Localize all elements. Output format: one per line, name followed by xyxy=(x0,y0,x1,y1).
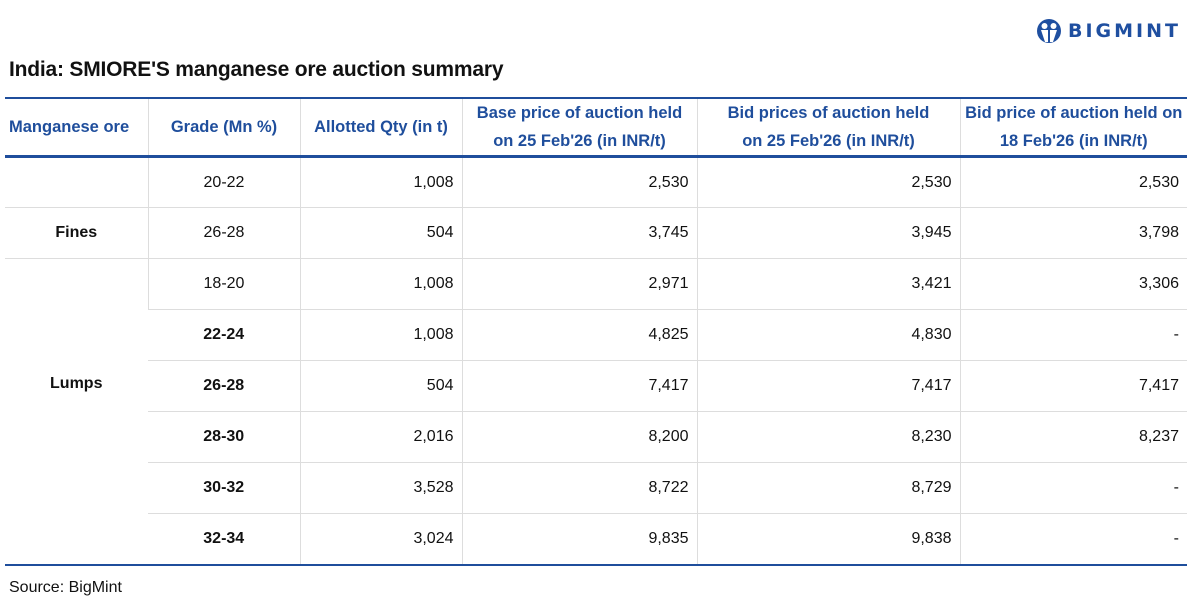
qty-cell: 504 xyxy=(299,207,462,259)
base-cell: 2,530 xyxy=(461,156,697,208)
table-row: 20-22 1,008 2,530 2,530 2,530 xyxy=(5,156,1187,208)
logo-text: BIGMINT xyxy=(1068,20,1181,42)
table-row: Lumps 18-20 1,008 2,971 3,421 3,306 xyxy=(5,258,1187,565)
header-bid-18feb: Bid price of auction held on 18 Feb'26 (… xyxy=(959,98,1187,157)
ore-type-cell: Lumps xyxy=(5,258,148,565)
table-row: 22-24 1,008 4,825 4,830- xyxy=(5,309,1187,361)
base-cell: 7,417 xyxy=(461,360,697,412)
base-cell: 9,835 xyxy=(461,513,697,565)
header-base-price: Base price of auction held on 25 Feb'26 … xyxy=(461,98,697,157)
bid25-cell: 9,838 xyxy=(696,513,960,565)
ore-type-cell xyxy=(5,156,148,208)
bid18-cell: 2,530 xyxy=(959,156,1187,208)
base-cell: 2,971 xyxy=(461,258,697,310)
table-row: Fines 26-28 504 3,745 3,945 3,798 xyxy=(5,207,1187,259)
header-grade: Grade (Mn %) xyxy=(147,98,300,157)
bid25-cell: 8,729 xyxy=(696,462,960,514)
bid25-cell: 4,830 xyxy=(696,309,960,361)
bid18-cell: - xyxy=(959,309,1187,361)
ore-type-cell: Fines xyxy=(5,207,148,259)
header-ore-type: Manganese ore xyxy=(9,118,130,136)
grade-cell: 26-28 xyxy=(148,360,300,412)
bid25-cell: 3,421 xyxy=(696,258,960,310)
source-note: Source: BigMint xyxy=(9,579,122,596)
qty-cell: 1,008 xyxy=(299,258,462,310)
header-row: Manganese ore Grade (Mn %) Allotted Qty … xyxy=(5,98,1187,157)
bid18-cell: - xyxy=(959,513,1187,565)
bid25-cell: 8,230 xyxy=(696,411,960,463)
qty-cell: 1,008 xyxy=(299,156,462,208)
table-row: 26-28 504 7,417 7,417 7,417 xyxy=(5,360,1187,412)
qty-cell: 3,528 xyxy=(299,462,462,514)
table-row: 30-32 3,528 8,722 8,729- xyxy=(5,462,1187,514)
bid25-cell: 7,417 xyxy=(696,360,960,412)
base-cell: 8,200 xyxy=(461,411,697,463)
grade-cell: 28-30 xyxy=(148,411,300,463)
table-row: 28-30 2,016 8,200 8,230 8,237 xyxy=(5,411,1187,463)
bid18-cell: 3,306 xyxy=(959,258,1187,310)
auction-summary-table: Manganese ore Grade (Mn %) Allotted Qty … xyxy=(5,97,1187,566)
table-title: India: SMIORE'S manganese ore auction su… xyxy=(9,58,504,81)
header-qty: Allotted Qty (in t) xyxy=(299,98,462,157)
bid25-cell: 2,530 xyxy=(696,156,960,208)
grade-cell: 32-34 xyxy=(148,513,300,565)
bid18-cell: 7,417 xyxy=(959,360,1187,412)
base-cell: 4,825 xyxy=(461,309,697,361)
bigmint-logo-icon xyxy=(1037,19,1061,43)
bid25-cell: 3,945 xyxy=(696,207,960,259)
bigmint-logo: BIGMINT xyxy=(1036,18,1181,44)
base-cell: 3,745 xyxy=(461,207,697,259)
grade-cell: 18-20 xyxy=(147,258,300,310)
grade-cell: 20-22 xyxy=(147,156,300,208)
base-cell: 8,722 xyxy=(461,462,697,514)
bid18-cell: 3,798 xyxy=(959,207,1187,259)
qty-cell: 504 xyxy=(299,360,462,412)
grade-cell: 22-24 xyxy=(148,309,300,361)
grade-cell: 30-32 xyxy=(148,462,300,514)
qty-cell: 2,016 xyxy=(299,411,462,463)
header-bid-25feb: Bid prices of auction held on 25 Feb'26 … xyxy=(696,98,960,157)
bid18-cell: 8,237 xyxy=(959,411,1187,463)
bid18-cell: - xyxy=(959,462,1187,514)
qty-cell: 1,008 xyxy=(299,309,462,361)
qty-cell: 3,024 xyxy=(299,513,462,565)
grade-cell: 26-28 xyxy=(147,207,300,259)
table-row: 32-34 3,024 9,835 9,838- xyxy=(5,513,1187,565)
